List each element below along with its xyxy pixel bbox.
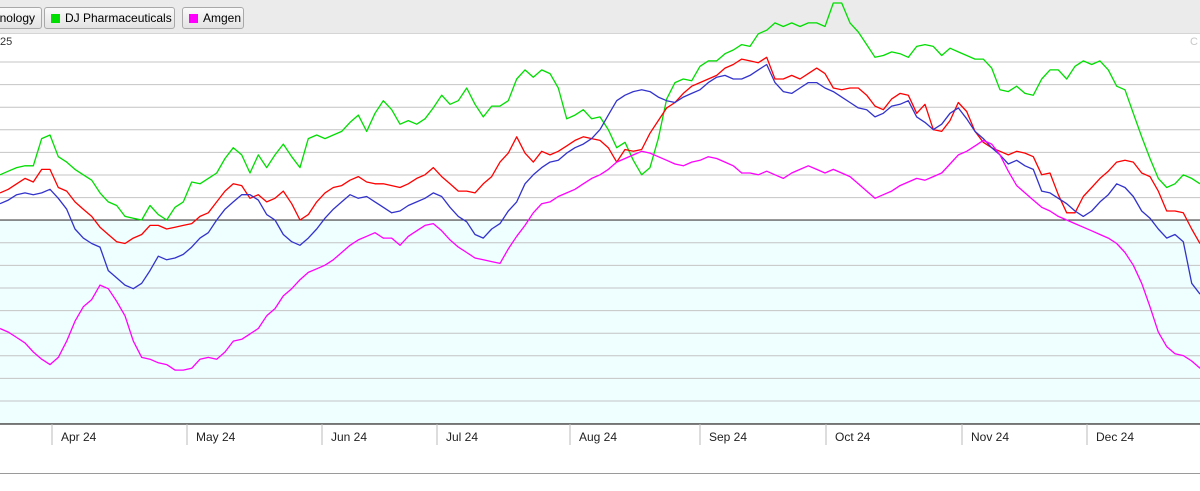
x-tick-label: Oct 24 <box>835 430 871 444</box>
x-axis: Apr 24 May 24 Jun 24 Jul 24 Aug 24 Sep 24 Oct … <box>51 424 1134 445</box>
legend-toolbar: nology DJ Pharmaceuticals Amgen <box>0 0 1200 34</box>
x-tick-label: Jun 24 <box>331 430 367 444</box>
x-tick-label: Aug 24 <box>579 430 617 444</box>
x-tick-label: Apr 24 <box>61 430 97 444</box>
bottom-divider <box>0 473 1200 474</box>
chart-series <box>0 2 1200 371</box>
y-scale-label: 25 <box>0 36 13 48</box>
series-line-2 <box>0 56 1200 245</box>
legend-swatch-magenta <box>189 13 198 23</box>
legend-button-technology[interactable]: nology <box>0 7 42 29</box>
corner-label: C <box>1190 36 1198 48</box>
legend-swatch-green <box>51 13 60 23</box>
x-tick-label: Jul 24 <box>446 430 478 444</box>
below-baseline-shading <box>0 220 1200 424</box>
legend-label-amgen: Amgen <box>203 11 242 25</box>
x-tick-label: Dec 24 <box>1096 430 1134 444</box>
legend-button-dj-pharmaceuticals[interactable]: DJ Pharmaceuticals <box>44 7 175 29</box>
legend-label-dj-pharmaceuticals: DJ Pharmaceuticals <box>65 11 172 25</box>
x-tick-label: Nov 24 <box>971 430 1009 444</box>
series-line-4 <box>0 139 1200 371</box>
legend-button-amgen[interactable]: Amgen <box>182 7 244 29</box>
series-line-1 <box>0 2 1200 221</box>
legend-label-technology: nology <box>0 11 35 25</box>
chart-gridlines <box>0 61 1200 425</box>
x-tick-label: Sep 24 <box>709 430 747 444</box>
x-tick-label: May 24 <box>196 430 236 444</box>
